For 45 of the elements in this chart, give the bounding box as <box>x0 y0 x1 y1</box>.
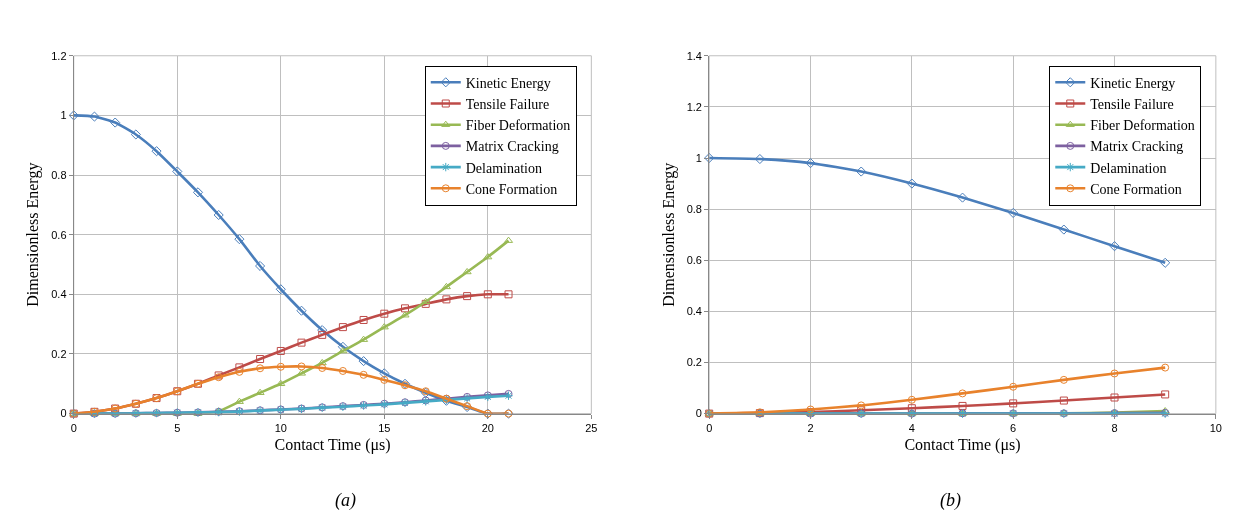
y-tick-label: 0.2 <box>51 347 67 360</box>
x-tick-label: 0 <box>70 421 77 434</box>
y-tick-label: 1.4 <box>686 49 702 62</box>
text: (a) <box>335 490 356 511</box>
legend-label: Cone Formation <box>1090 181 1182 197</box>
y-tick-label: 1.2 <box>686 100 702 113</box>
y-axis-title: Dimensionless Energy <box>659 162 678 307</box>
y-tick-label: 1 <box>60 109 67 122</box>
x-tick-label: 10 <box>274 421 287 434</box>
y-tick-label: 0.6 <box>51 228 67 241</box>
x-tick-label: 0 <box>706 421 713 434</box>
x-tick-label: 15 <box>378 421 391 434</box>
y-tick-label: 0.4 <box>686 305 702 318</box>
legend-label: Delamination <box>1090 160 1167 176</box>
y-tick-label: 0.8 <box>686 202 702 215</box>
legend-label: Fiber Deformation <box>465 118 571 134</box>
x-tick-label: 10 <box>1209 421 1222 434</box>
y-tick-label: 0.4 <box>51 288 67 301</box>
legend-label: Matrix Cracking <box>465 139 559 155</box>
y-tick-label: 0 <box>60 407 67 420</box>
y-axis-title: Dimensionless Energy <box>24 162 43 307</box>
y-tick-label: 1 <box>695 151 702 164</box>
legend-label: Cone Formation <box>465 181 558 197</box>
x-tick-label: 20 <box>481 421 494 434</box>
legend-label: Tensile Failure <box>1090 96 1174 112</box>
x-tick-label: 2 <box>807 421 814 434</box>
legend-label: Delamination <box>465 160 542 176</box>
x-tick-label: 25 <box>585 421 598 434</box>
y-tick-label: 0 <box>695 407 702 420</box>
x-tick-label: 5 <box>174 421 181 434</box>
y-tick-label: 0.2 <box>686 356 702 369</box>
y-tick-label: 0.8 <box>51 168 67 181</box>
x-tick-label: 6 <box>1010 421 1017 434</box>
text: (b) <box>940 490 961 511</box>
x-axis-title: Contact Time (μs) <box>904 436 1021 455</box>
legend-label: Kinetic Energy <box>1090 75 1176 91</box>
legend-label: Tensile Failure <box>465 96 550 112</box>
x-axis-title: Contact Time (μs) <box>274 436 391 455</box>
x-tick-label: 8 <box>1111 421 1118 434</box>
legend-label: Kinetic Energy <box>465 75 551 91</box>
legend-label: Matrix Cracking <box>1090 139 1184 155</box>
x-tick-label: 4 <box>908 421 915 434</box>
y-tick-label: 0.6 <box>686 254 702 267</box>
y-tick-label: 1.2 <box>51 49 67 62</box>
legend-label: Fiber Deformation <box>1090 118 1195 134</box>
